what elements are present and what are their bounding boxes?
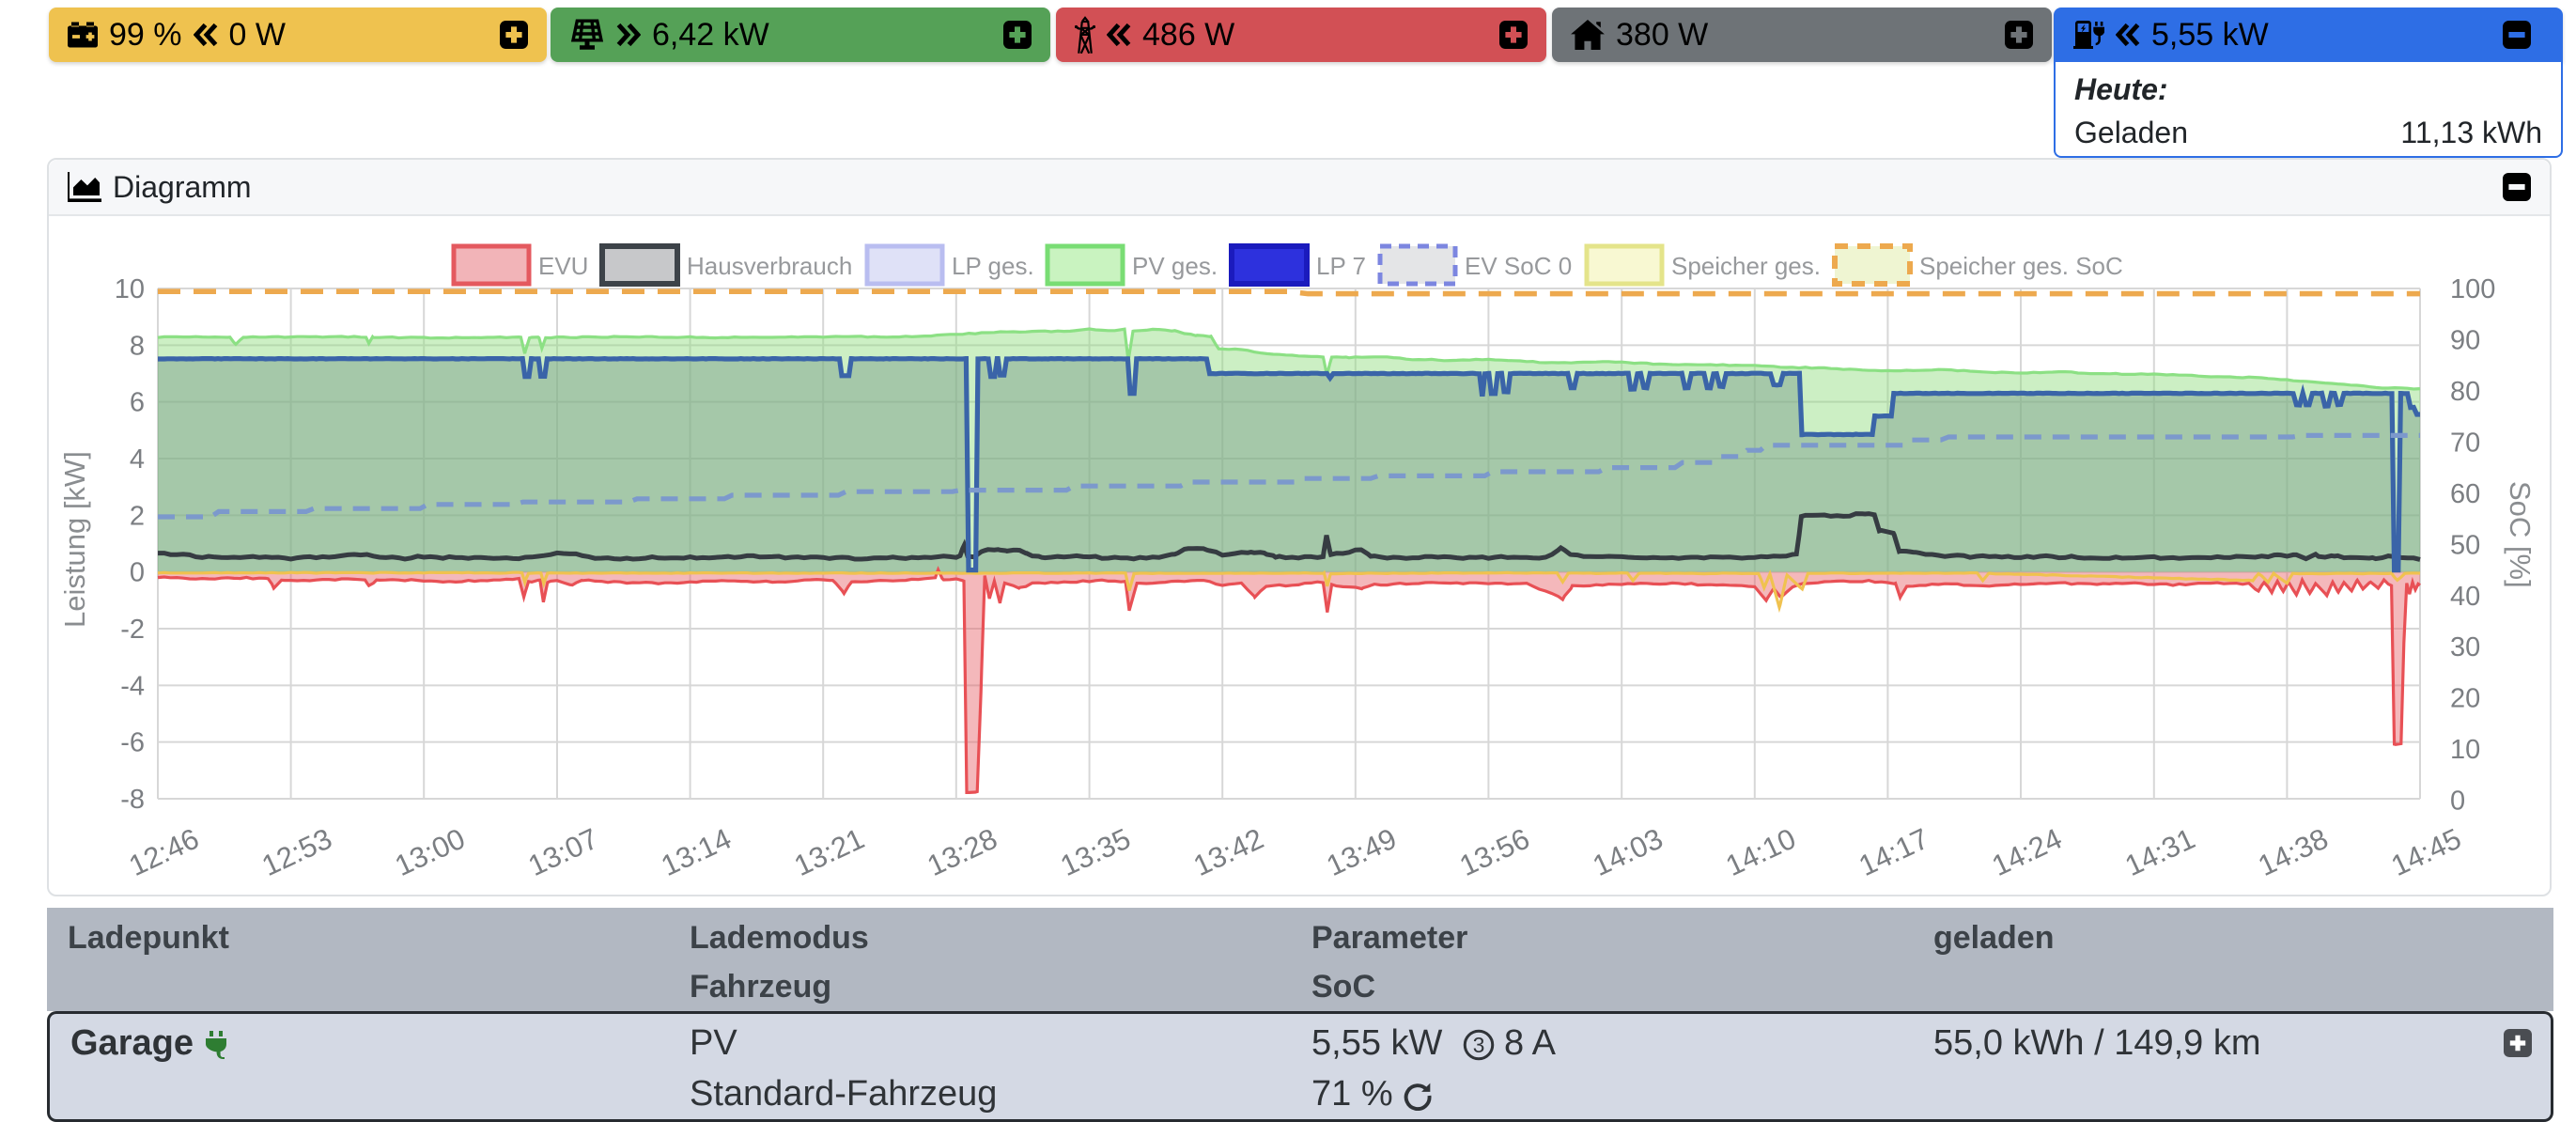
svg-text:10: 10 — [2450, 735, 2480, 765]
svg-text:4: 4 — [130, 444, 145, 475]
svg-text:14:17: 14:17 — [1854, 822, 1933, 883]
svg-text:14:31: 14:31 — [2120, 822, 2200, 883]
svg-text:50: 50 — [2450, 530, 2480, 560]
svg-text:70: 70 — [2450, 428, 2480, 458]
svg-text:0: 0 — [130, 558, 145, 588]
svg-text:40: 40 — [2450, 582, 2480, 612]
svg-text:13:07: 13:07 — [523, 822, 603, 883]
svg-text:EVU: EVU — [538, 252, 588, 280]
svg-text:13:21: 13:21 — [789, 822, 869, 883]
svg-text:13:14: 13:14 — [656, 822, 736, 883]
svg-text:60: 60 — [2450, 479, 2480, 509]
svg-text:-4: -4 — [120, 671, 145, 701]
svg-text:8: 8 — [130, 331, 145, 361]
svg-text:13:56: 13:56 — [1454, 822, 1534, 883]
svg-text:10: 10 — [115, 274, 145, 304]
svg-text:14:45: 14:45 — [2386, 822, 2466, 883]
svg-text:90: 90 — [2450, 326, 2480, 356]
svg-text:0: 0 — [2450, 787, 2465, 817]
svg-text:LP ges.: LP ges. — [952, 252, 1034, 280]
svg-text:2: 2 — [130, 501, 145, 531]
svg-text:-6: -6 — [120, 728, 145, 758]
svg-text:14:24: 14:24 — [1987, 822, 2067, 883]
svg-text:Speicher ges. SoC: Speicher ges. SoC — [1919, 252, 2123, 280]
svg-text:13:42: 13:42 — [1188, 822, 1268, 883]
svg-text:100: 100 — [2450, 274, 2495, 304]
svg-text:13:28: 13:28 — [923, 822, 1002, 883]
svg-text:12:53: 12:53 — [256, 822, 336, 883]
svg-text:Speicher ges.: Speicher ges. — [1671, 252, 1821, 280]
svg-text:30: 30 — [2450, 632, 2480, 662]
svg-text:PV ges.: PV ges. — [1132, 252, 1218, 280]
svg-text:3: 3 — [1472, 1033, 1484, 1057]
svg-text:14:38: 14:38 — [2253, 822, 2333, 883]
svg-text:80: 80 — [2450, 377, 2480, 407]
svg-text:14:03: 14:03 — [1588, 822, 1668, 883]
svg-text:6: 6 — [130, 388, 145, 418]
svg-text:SoC [%]: SoC [%] — [2504, 481, 2537, 588]
svg-text:13:35: 13:35 — [1055, 822, 1135, 883]
svg-text:Leistung [kW]: Leistung [kW] — [58, 451, 91, 628]
svg-text:12:46: 12:46 — [124, 822, 204, 883]
svg-text:13:00: 13:00 — [390, 822, 470, 883]
svg-text:Hausverbrauch: Hausverbrauch — [687, 252, 852, 280]
svg-text:LP 7: LP 7 — [1316, 252, 1366, 280]
svg-text:EV SoC 0: EV SoC 0 — [1465, 252, 1572, 280]
svg-text:20: 20 — [2450, 684, 2480, 714]
svg-text:14:10: 14:10 — [1721, 822, 1801, 883]
svg-text:-2: -2 — [120, 615, 145, 645]
svg-text:13:49: 13:49 — [1322, 822, 1402, 883]
svg-text:-8: -8 — [120, 785, 145, 815]
